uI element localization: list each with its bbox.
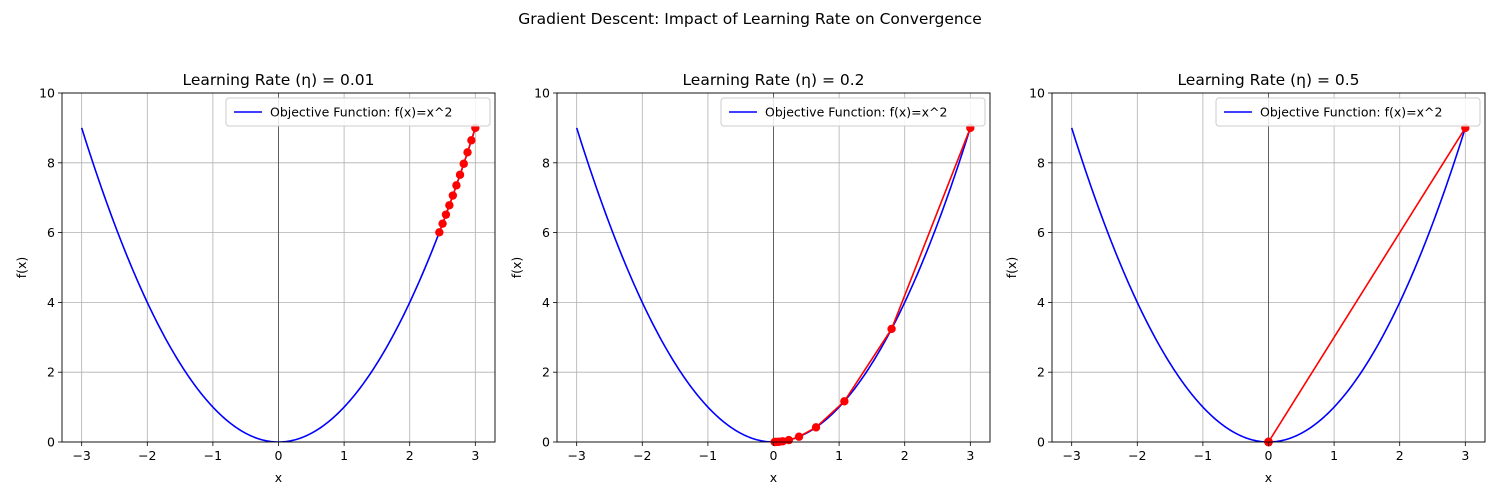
x-tick-label: 0 <box>1265 448 1273 463</box>
legend-label: Objective Function: f(x)=x^2 <box>270 105 452 120</box>
descent-point <box>459 159 468 168</box>
x-tick-label: 2 <box>901 448 909 463</box>
legend: Objective Function: f(x)=x^2 <box>1215 97 1481 127</box>
y-tick-label: 2 <box>47 365 55 380</box>
y-tick-label: 6 <box>542 225 550 240</box>
y-tick-label: 8 <box>542 155 550 170</box>
y-tick-label: 4 <box>47 295 55 310</box>
objective-curve <box>80 127 477 442</box>
y-axis-label: f(x) <box>14 257 29 279</box>
figure-suptitle: Gradient Descent: Impact of Learning Rat… <box>518 10 982 28</box>
descent-point <box>438 219 447 228</box>
y-tick-label: 0 <box>47 435 55 450</box>
legend-box <box>720 97 986 127</box>
descent-point <box>435 228 444 237</box>
x-tick-label: −3 <box>567 448 585 463</box>
x-tick-label: 2 <box>406 448 414 463</box>
descent-point <box>463 148 472 157</box>
legend: Objective Function: f(x)=x^2 <box>225 97 491 127</box>
x-tick-label: −1 <box>204 448 222 463</box>
descent-point <box>452 181 461 190</box>
subplot-title: Learning Rate (η) = 0.01 <box>183 71 375 89</box>
y-tick-label: 2 <box>542 365 550 380</box>
x-tick-label: 1 <box>835 448 843 463</box>
x-axis-label: x <box>1265 470 1272 485</box>
x-tick-label: 3 <box>471 448 479 463</box>
descent-point <box>794 432 804 441</box>
descent-point <box>811 423 821 432</box>
x-tick-label: 0 <box>275 448 283 463</box>
y-tick-label: 10 <box>534 86 550 101</box>
y-tick-label: 2 <box>1037 365 1045 380</box>
x-tick-label: −1 <box>1194 448 1212 463</box>
descent-path <box>1267 127 1466 443</box>
x-tick-label: −2 <box>1128 448 1146 463</box>
x-tick-label: −3 <box>72 448 90 463</box>
descent-point <box>467 136 476 145</box>
descent-point <box>455 170 465 179</box>
subplot-2: −3 −2 −1 0 1 2 3 0 2 4 6 8 10 x f(x) Learning Rate (η) … <box>509 71 991 485</box>
y-tick-label: 8 <box>47 155 55 170</box>
x-tick-label: 1 <box>340 448 348 463</box>
y-tick-label: 6 <box>1037 225 1045 240</box>
x-tick-label: −2 <box>138 448 156 463</box>
subplot-1: −3 −2 −1 0 1 2 3 0 2 4 6 8 10 x f(x) Learning Rate (η) … <box>14 71 496 485</box>
legend-label: Objective Function: f(x)=x^2 <box>765 105 947 120</box>
descent-point <box>887 324 896 334</box>
y-axis-label: f(x) <box>1004 257 1019 279</box>
subplot-3: −3 −2 −1 0 1 2 3 0 2 4 6 8 10 x f(x) Learning Rate (η) … <box>1004 71 1486 485</box>
legend: Objective Function: f(x)=x^2 <box>720 97 986 127</box>
descent-point <box>441 210 451 219</box>
x-axis-label: x <box>275 470 282 485</box>
legend-label: Objective Function: f(x)=x^2 <box>1260 105 1442 120</box>
objective-curve <box>1070 127 1467 442</box>
objective-curve <box>575 127 972 442</box>
y-tick-label: 4 <box>1037 295 1045 310</box>
y-tick-label: 0 <box>542 435 550 450</box>
x-axis-label: x <box>770 470 777 485</box>
y-tick-label: 10 <box>1029 86 1045 101</box>
x-tick-label: −2 <box>633 448 651 463</box>
descent-point <box>445 201 454 210</box>
subplot-title: Learning Rate (η) = 0.2 <box>682 71 864 89</box>
legend-box <box>225 97 491 127</box>
y-tick-label: 0 <box>1037 435 1045 450</box>
x-tick-label: 0 <box>770 448 778 463</box>
descent-point <box>840 397 849 406</box>
x-tick-label: 1 <box>1330 448 1338 463</box>
y-axis-label: f(x) <box>509 257 524 279</box>
legend-box <box>1215 97 1481 127</box>
y-tick-label: 6 <box>47 225 55 240</box>
x-tick-label: −3 <box>1062 448 1080 463</box>
descent-point <box>448 191 458 200</box>
x-tick-label: 2 <box>1396 448 1404 463</box>
subplot-title: Learning Rate (η) = 0.5 <box>1177 71 1359 89</box>
y-tick-label: 8 <box>1037 155 1045 170</box>
y-tick-label: 4 <box>542 295 550 310</box>
x-tick-label: 3 <box>1461 448 1469 463</box>
x-tick-label: −1 <box>699 448 717 463</box>
y-tick-label: 10 <box>39 86 55 101</box>
x-tick-label: 3 <box>966 448 974 463</box>
